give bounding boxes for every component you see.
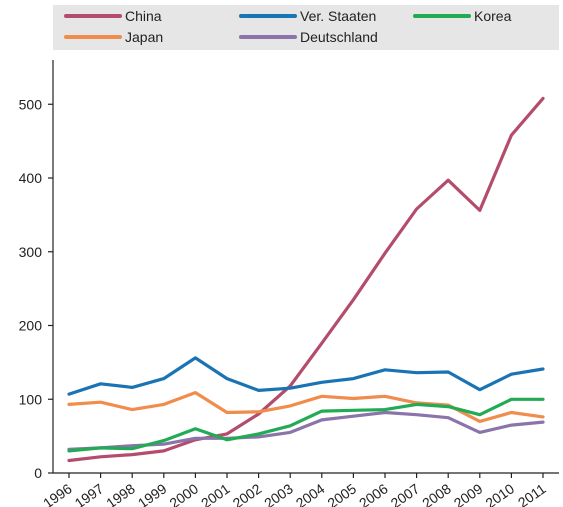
- y-tick-label: 0: [34, 465, 42, 481]
- x-tick-label: 2004: [293, 480, 328, 507]
- y-tick-label: 400: [19, 170, 43, 186]
- x-tick-label: 2006: [356, 480, 391, 507]
- x-tick-label: 2008: [419, 480, 454, 507]
- legend-label-ver-staaten: Ver. Staaten: [300, 8, 376, 24]
- x-tick-label: 2001: [198, 480, 233, 507]
- legend-label-japan: Japan: [125, 29, 163, 45]
- x-tick-label: 1996: [40, 480, 75, 507]
- x-tick-label: 2000: [166, 480, 201, 507]
- legend-label-china: China: [125, 8, 162, 24]
- x-tick-label: 2011: [515, 480, 549, 507]
- series-line-japan: [67, 391, 545, 423]
- x-tick-label: 1999: [135, 480, 170, 507]
- x-tick-label: 2010: [482, 480, 517, 507]
- legend: China Japan Ver. Staaten Deutschland Korea: [64, 8, 512, 45]
- x-tick-label: 2007: [388, 480, 423, 507]
- x-tick-label: 2002: [230, 480, 265, 507]
- legend-box: [53, 5, 559, 50]
- series-lines: [67, 96, 545, 463]
- legend-label-deutschland: Deutschland: [300, 29, 378, 45]
- axes: 0 100 200 300 400 500 199619971998199920002001…: [19, 60, 559, 507]
- y-tick-label: 500: [19, 96, 43, 112]
- series-line-china: [67, 96, 545, 463]
- x-tick-label: 1998: [103, 480, 138, 507]
- x-tick-label: 1997: [72, 480, 107, 507]
- legend-label-korea: Korea: [474, 8, 512, 24]
- x-tick-label: 2005: [324, 480, 359, 507]
- x-tick-label: 2003: [261, 480, 296, 507]
- series-line-ver-staaten: [67, 356, 545, 396]
- series-line-korea: [67, 397, 545, 453]
- y-tick-label: 200: [19, 318, 43, 334]
- x-tick-label: 2009: [451, 480, 486, 507]
- y-tick-label: 100: [19, 391, 43, 407]
- y-tick-label: 300: [19, 244, 43, 260]
